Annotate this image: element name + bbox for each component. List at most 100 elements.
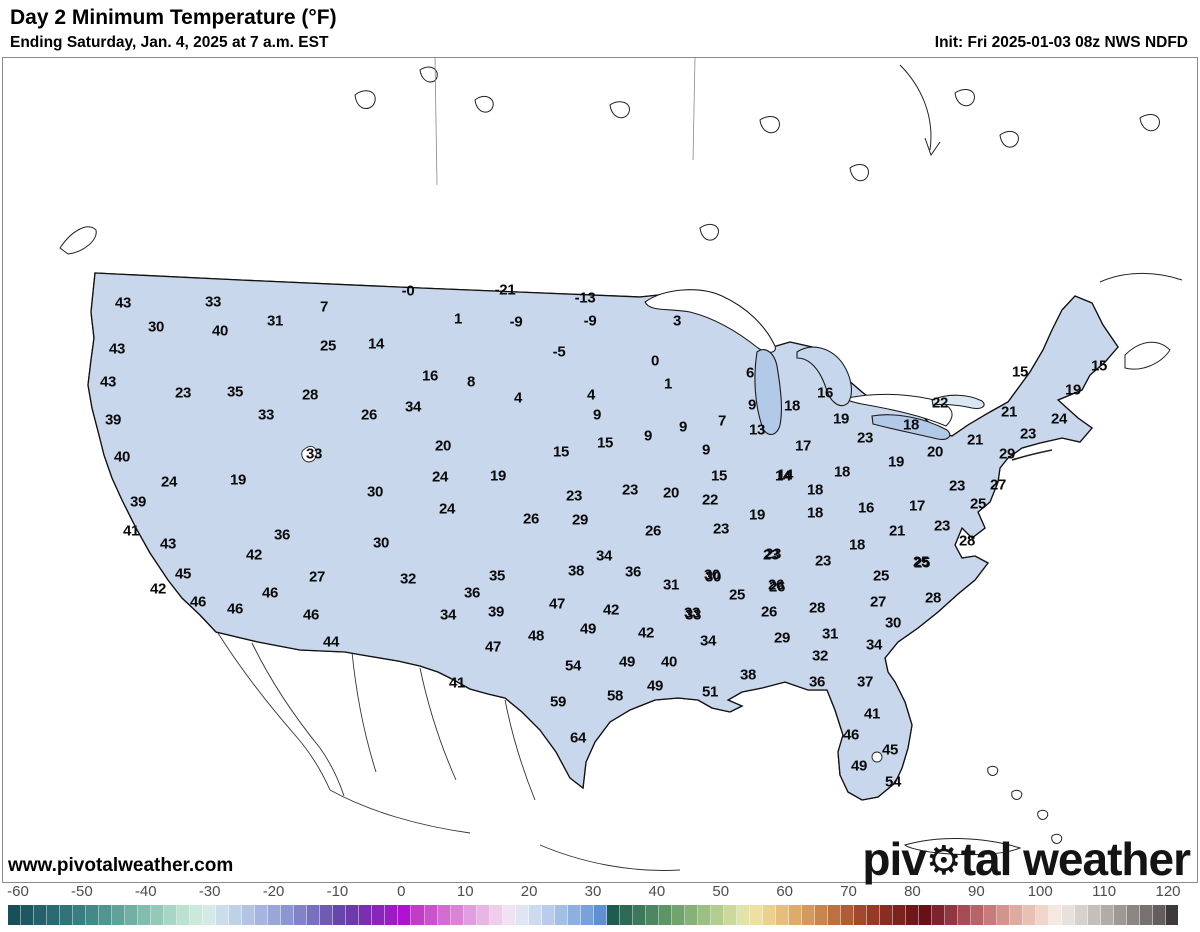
great-lakes: [644, 289, 985, 440]
colorbar-segment: [554, 905, 568, 925]
colorbar-segment: [775, 905, 789, 925]
colorbar-segment: [814, 905, 828, 925]
colorbar-segment: [1075, 905, 1089, 925]
logo-text-right: tal weather: [960, 833, 1191, 885]
colorbar-segment: [1127, 905, 1141, 925]
colorbar-tick: 40: [648, 883, 666, 900]
colorbar-segment: [541, 905, 555, 925]
colorbar-tick: 120: [1155, 883, 1181, 900]
colorbar-segment: [867, 905, 881, 925]
colorbar-segment: [34, 905, 48, 925]
ontario-peninsula: [846, 393, 953, 427]
colorbar-tick: 90: [967, 883, 985, 900]
colorbar-segment: [502, 905, 516, 925]
colorbar-segment: [645, 905, 659, 925]
colorbar-segment: [580, 905, 594, 925]
colorbar-tick: -50: [71, 883, 93, 900]
colorbar-segment: [906, 905, 920, 925]
colorbar-segment: [60, 905, 74, 925]
colorbar-tick: 50: [712, 883, 730, 900]
colorbar-tick: 10: [456, 883, 474, 900]
colorbar-tick: 80: [904, 883, 921, 900]
colorbar-segment: [437, 905, 451, 925]
colorbar-segment: [1023, 905, 1037, 925]
colorbar-tick: -30: [198, 883, 221, 900]
colorbar-segment: [801, 905, 815, 925]
colorbar-tick: -20: [262, 883, 285, 900]
colorbar-segment: [762, 905, 776, 925]
colorbar-segment: [515, 905, 529, 925]
colorbar-segment: [294, 905, 308, 925]
colorbar-segment: [424, 905, 438, 925]
colorbar-segment: [203, 905, 217, 925]
colorbar-segment: [1101, 905, 1115, 925]
page-title: Day 2 Minimum Temperature (°F): [10, 6, 337, 29]
colorbar-segment: [86, 905, 100, 925]
colorbar-segment: [528, 905, 542, 925]
colorbar-tick: -40: [134, 883, 157, 900]
colorbar-tick: 110: [1092, 883, 1117, 900]
colorbar-tick: 70: [840, 883, 857, 900]
colorbar-segment: [1114, 905, 1128, 925]
colorbar-segment: [971, 905, 985, 925]
colorbar-segment: [411, 905, 425, 925]
colorbar-segment: [841, 905, 855, 925]
colorbar-segment: [216, 905, 230, 925]
colorbar-segment: [372, 905, 386, 925]
colorbar-segment: [658, 905, 672, 925]
colorbar-tick: 60: [776, 883, 793, 900]
colorbar-segment: [281, 905, 295, 925]
colorbar-segment: [632, 905, 646, 925]
colorbar-segment: [164, 905, 178, 925]
colorbar-tick: 100: [1027, 883, 1053, 900]
colorbar-tick: 0: [397, 883, 406, 900]
pivotal-weather-logo: piv⚙tal weather: [862, 832, 1191, 886]
colorbar-segment: [1010, 905, 1024, 925]
colorbar-segment: [73, 905, 87, 925]
colorbar-segment: [177, 905, 191, 925]
colorbar-segment: [932, 905, 946, 925]
colorbar-segment: [997, 905, 1011, 925]
colorbar-segment: [1166, 905, 1179, 925]
colorbar-ticks: -60 -50 -40 -30 -20 -10 0 10 20 30 40 50 60 70 80 90 100…: [0, 883, 1200, 903]
mexico-coastline: [217, 632, 681, 871]
colorbar-segment: [190, 905, 204, 925]
colorbar-segment: [1036, 905, 1050, 925]
us-coastline: [87, 272, 1119, 801]
colorbar-segment: [736, 905, 750, 925]
colorbar-segment: [47, 905, 61, 925]
model-init-label: Init: Fri 2025-01-03 08z NWS NDFD: [934, 34, 1188, 51]
colorbar-segment: [450, 905, 464, 925]
colorbar-segment: [307, 905, 321, 925]
colorbar-segment: [1049, 905, 1063, 925]
colorbar-segment: [268, 905, 282, 925]
colorbar-segment: [320, 905, 334, 925]
colorbar-segment: [125, 905, 139, 925]
colorbar-segment: [151, 905, 165, 925]
colorbar-tick: -60: [7, 883, 29, 900]
colorbar-segment: [1062, 905, 1076, 925]
colorbar-segment: [710, 905, 724, 925]
small-lakes-and-features: [301, 445, 1053, 763]
colorbar-segment: [749, 905, 763, 925]
colorbar-segment: [21, 905, 35, 925]
colorbar-segment: [138, 905, 152, 925]
colorbar-tick: 30: [584, 883, 602, 900]
colorbar-segment: [684, 905, 698, 925]
colorbar-segment: [671, 905, 685, 925]
colorbar-segment: [893, 905, 907, 925]
colorbar-segment: [333, 905, 347, 925]
colorbar-segment: [242, 905, 256, 925]
colorbar-segment: [1088, 905, 1102, 925]
colorbar-tick: 20: [520, 883, 538, 900]
logo-text-left: piv: [862, 833, 926, 885]
colorbar-segment: [229, 905, 243, 925]
valid-time-subtitle: Ending Saturday, Jan. 4, 2025 at 7 a.m. …: [10, 34, 329, 51]
colorbar-segment: [723, 905, 737, 925]
colorbar-segment: [697, 905, 711, 925]
colorbar-segment: [606, 905, 620, 925]
colorbar-segment: [346, 905, 360, 925]
colorbar-segment: [827, 905, 841, 925]
